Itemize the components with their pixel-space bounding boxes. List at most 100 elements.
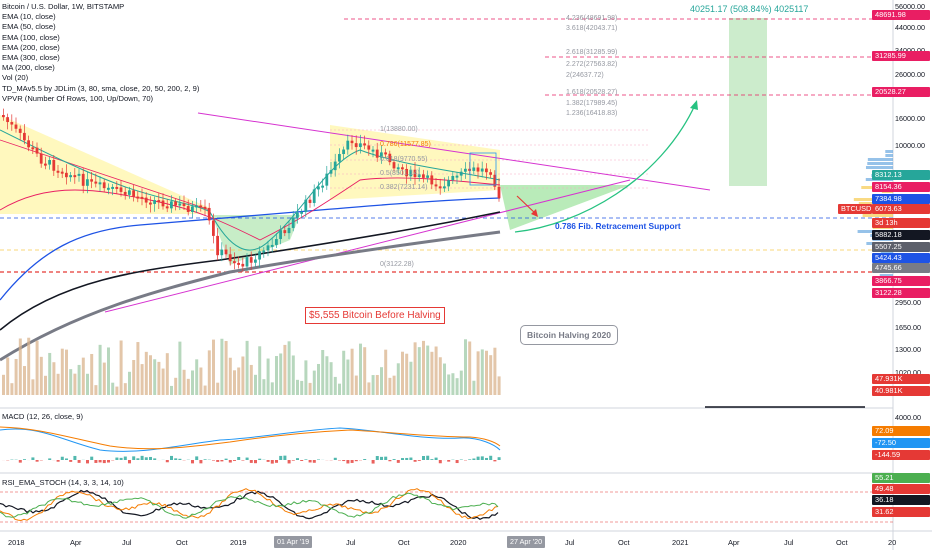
candle-body (413, 169, 417, 178)
candle-body (367, 145, 371, 150)
volume-bar (438, 357, 442, 395)
volume-bar (35, 340, 39, 395)
volume-bar (39, 356, 43, 395)
target-projection-box (729, 18, 767, 186)
legend-item[interactable]: Vol (20) (2, 73, 29, 83)
volume-bar (199, 367, 203, 395)
candle-body (119, 187, 123, 192)
legend-item[interactable]: EMA (100, close) (2, 32, 60, 42)
macd-histogram-bar (476, 456, 480, 460)
candle-body (409, 169, 413, 177)
candle-body (174, 201, 177, 206)
candle-body (233, 261, 236, 264)
volume-bar (485, 350, 488, 395)
macd-histogram-bar (296, 458, 299, 460)
legend-item[interactable]: TD_MAv5.5 by JDLim (3, 80, sma, close, 2… (2, 83, 200, 93)
candle-body (44, 163, 47, 166)
macd-histogram-bar (317, 459, 320, 460)
macd-histogram-bar (392, 459, 396, 460)
candle-body (380, 152, 383, 158)
candle-body (359, 143, 362, 148)
legend-item[interactable]: EMA (200, close) (2, 42, 60, 52)
legend-item[interactable]: EMA (10, close) (2, 12, 56, 22)
volume-bar (300, 380, 304, 395)
legend-item[interactable]: EMA (50, close) (2, 22, 56, 32)
volume-bar (493, 347, 497, 395)
volume-bar (426, 345, 430, 395)
fib-level-label: 2(24637.72) (566, 72, 604, 79)
price-label: -144.59 (872, 450, 930, 460)
volume-bar (443, 363, 446, 395)
price-label: 3122.28 (872, 288, 930, 298)
volume-bar (455, 378, 459, 395)
price-label: 5882.18 (872, 230, 930, 240)
candle-body (69, 175, 72, 178)
macd-histogram-bar (258, 458, 262, 460)
candle-body (224, 249, 228, 255)
target-label: 40251.17 (508.84%) 4025117 (690, 4, 809, 14)
macd-histogram-bar (237, 456, 241, 460)
macd-histogram-bar (417, 460, 421, 461)
volume-bar (472, 380, 476, 395)
macd-title[interactable]: MACD (12, 26, close, 9) (2, 412, 84, 421)
time-axis-label: 20 (888, 538, 897, 547)
price-label: BTCUSD (838, 204, 872, 214)
volume-bars (2, 337, 501, 395)
time-axis-highlight: 27 Apr '20 (507, 536, 546, 548)
volume-bar (153, 359, 157, 395)
rsi-title[interactable]: RSI_EMA_STOCH (14, 3, 3, 14, 10) (2, 478, 124, 487)
candle-body (354, 143, 358, 148)
candle-body (333, 161, 337, 171)
macd-histogram-bar (128, 460, 131, 464)
candle-body (140, 196, 144, 199)
legend-item[interactable]: MA (200, close) (2, 63, 55, 73)
macd-histogram-bar (136, 458, 140, 460)
legend-item[interactable]: EMA (300, close) (2, 53, 60, 63)
price-scale-label: 16000.00 (895, 114, 925, 123)
macd-histogram-bar (18, 460, 22, 463)
volume-bar (367, 382, 371, 395)
fib-level-label: 2.272(27563.82) (566, 61, 618, 68)
volume-bar (401, 351, 404, 395)
volume-bar (422, 340, 425, 395)
macd-histogram-bar (35, 460, 39, 462)
legend-item[interactable]: VPVR (Number Of Rows, 100, Up/Down, 70) (2, 93, 154, 103)
price-label: 20528.27 (872, 87, 930, 97)
volume-bar (27, 337, 31, 395)
macd-histogram-bar (333, 457, 337, 460)
symbol-title[interactable]: Bitcoin / U.S. Dollar, 1W, BITSTAMP (2, 2, 125, 11)
macd-histogram-bar (174, 458, 178, 460)
volume-bar (333, 376, 337, 395)
volume-bar (371, 375, 375, 395)
candle-body (81, 173, 85, 186)
candle-body (300, 211, 303, 214)
macd-histogram-bar (23, 459, 26, 460)
macd-histogram-bar (342, 460, 346, 462)
macd-panel (0, 426, 501, 464)
macd-histogram-bar (195, 456, 199, 460)
candle-body (149, 202, 152, 205)
volume-bar (308, 382, 312, 395)
before-halving-note[interactable]: $5,555 Bitcoin Before Halving (305, 307, 445, 324)
volume-bar (81, 357, 85, 395)
macd-histogram-bar (94, 460, 98, 463)
volume-bar (128, 371, 131, 395)
price-scale-label: 56000.00 (895, 2, 925, 11)
volume-bar (464, 339, 467, 395)
volume-bar (451, 373, 455, 395)
halving-note[interactable]: Bitcoin Halving 2020 (520, 325, 619, 345)
macd-histogram-bar (199, 460, 203, 464)
price-label: 49.48 (872, 484, 930, 494)
volume-bar (291, 355, 295, 395)
macd-histogram-bar (132, 456, 136, 460)
volume-bar (275, 356, 278, 395)
macd-histogram-bar (375, 456, 379, 460)
volume-profile-bar (879, 274, 893, 277)
macd-histogram-bar (98, 460, 102, 463)
volume-bar (69, 369, 73, 395)
macd-histogram-bar (287, 460, 291, 464)
fib-support-note[interactable]: 0.786 Fib. Retracement Support (555, 221, 681, 231)
candle-body (65, 172, 68, 178)
volume-bar (325, 356, 329, 395)
